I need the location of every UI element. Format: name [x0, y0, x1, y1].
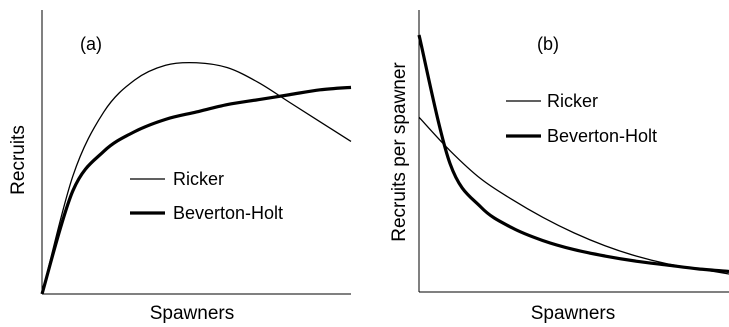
panel-a-legend-ricker-label: Ricker [173, 169, 224, 189]
panel-b: (b) Spawners Recruits per spawner Ricker… [389, 10, 729, 324]
panel-a-y-label: Recruits [8, 125, 29, 195]
panel-b-label: (b) [537, 34, 559, 54]
panel-b-y-label: Recruits per spawner [389, 62, 410, 242]
panel-a-label: (a) [80, 34, 102, 54]
panel-b-x-label: Spawners [531, 303, 616, 324]
panel-a-ricker-line [41, 61, 352, 295]
panel-a: (a) Spawners Recruits Ricker Beverton-Ho… [8, 10, 352, 324]
panel-b-legend-ricker-label: Ricker [547, 91, 598, 111]
panel-b-legend-beverton-holt-label: Beverton-Holt [547, 126, 657, 146]
panel-a-legend-beverton-holt-label: Beverton-Holt [173, 203, 283, 223]
panel-b-beverton-holt-line [417, 34, 729, 274]
panel-a-x-label: Spawners [150, 303, 235, 324]
panel-a-beverton-holt-line [40, 85, 352, 295]
